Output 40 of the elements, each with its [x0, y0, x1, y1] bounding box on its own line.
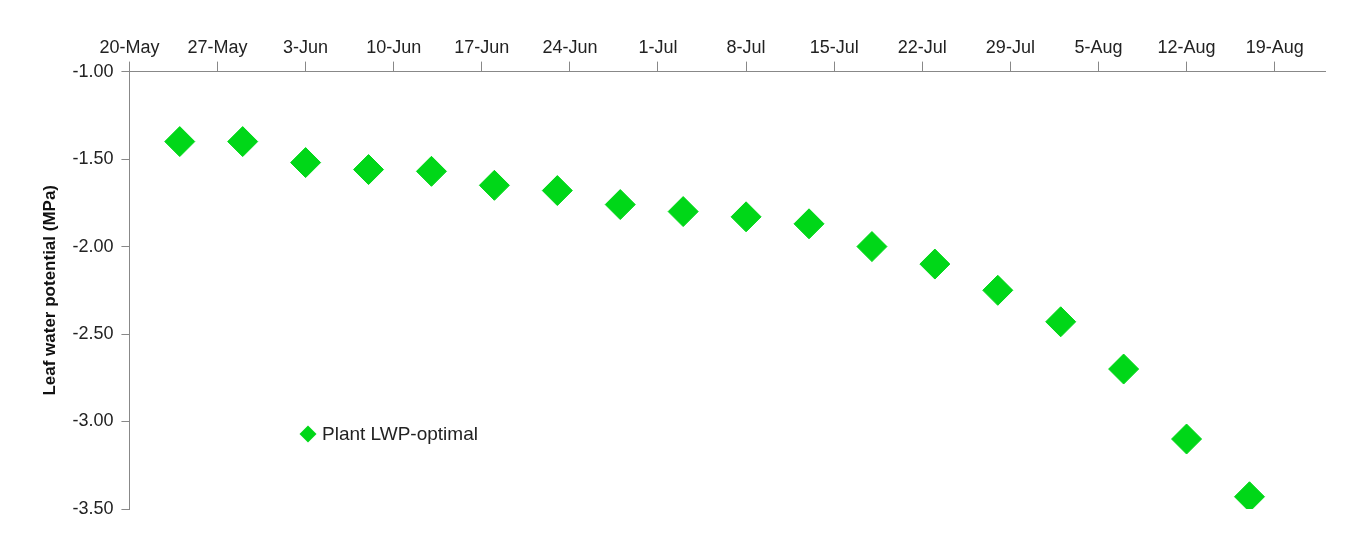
x-tick-label: 17-Jun: [454, 36, 510, 57]
point: [604, 189, 636, 221]
y-tick-label: -2.50: [72, 323, 114, 344]
point: [1108, 353, 1140, 385]
x-tick-label: 10-Jun: [366, 36, 422, 57]
point: [1233, 481, 1265, 509]
y-tick-label: -2.00: [72, 235, 114, 256]
x-tick-label: 24-Jun: [542, 36, 598, 57]
point: [227, 126, 259, 158]
x-tick-label: 12-Aug: [1157, 36, 1216, 57]
point: [730, 201, 762, 233]
point: [1171, 423, 1203, 455]
point: [164, 126, 196, 158]
y-tick-label: -1.00: [72, 60, 114, 81]
point: [353, 154, 385, 186]
point: [793, 208, 825, 240]
x-tick-label: 15-Jul: [809, 36, 859, 57]
point: [919, 248, 951, 280]
point: [982, 274, 1014, 306]
x-tick-label: 3-Jun: [283, 36, 329, 57]
point: [415, 155, 447, 187]
point: [856, 231, 888, 263]
point: [478, 169, 510, 201]
y-tick-label: -1.50: [72, 148, 114, 169]
point: [290, 147, 322, 179]
point: [541, 175, 573, 207]
x-tick-label: 5-Aug: [1074, 36, 1123, 57]
x-tick-label: 19-Aug: [1245, 36, 1304, 57]
y-tick-label: -3.00: [72, 410, 114, 431]
x-tick-label: 20-May: [99, 36, 160, 57]
x-tick-label: 8-Jul: [726, 36, 766, 57]
point: [1045, 306, 1077, 338]
x-tick-label: 29-Jul: [985, 36, 1035, 57]
y-axis-title: Leaf water potential (MPa): [39, 184, 59, 396]
y-tick-label: -3.50: [72, 497, 114, 518]
legend-label: Plant LWP-optimal: [322, 423, 478, 445]
point: [667, 196, 699, 228]
x-tick-label: 22-Jul: [897, 36, 947, 57]
x-tick-label: 27-May: [187, 36, 248, 57]
x-tick-label: 1-Jul: [638, 36, 678, 57]
